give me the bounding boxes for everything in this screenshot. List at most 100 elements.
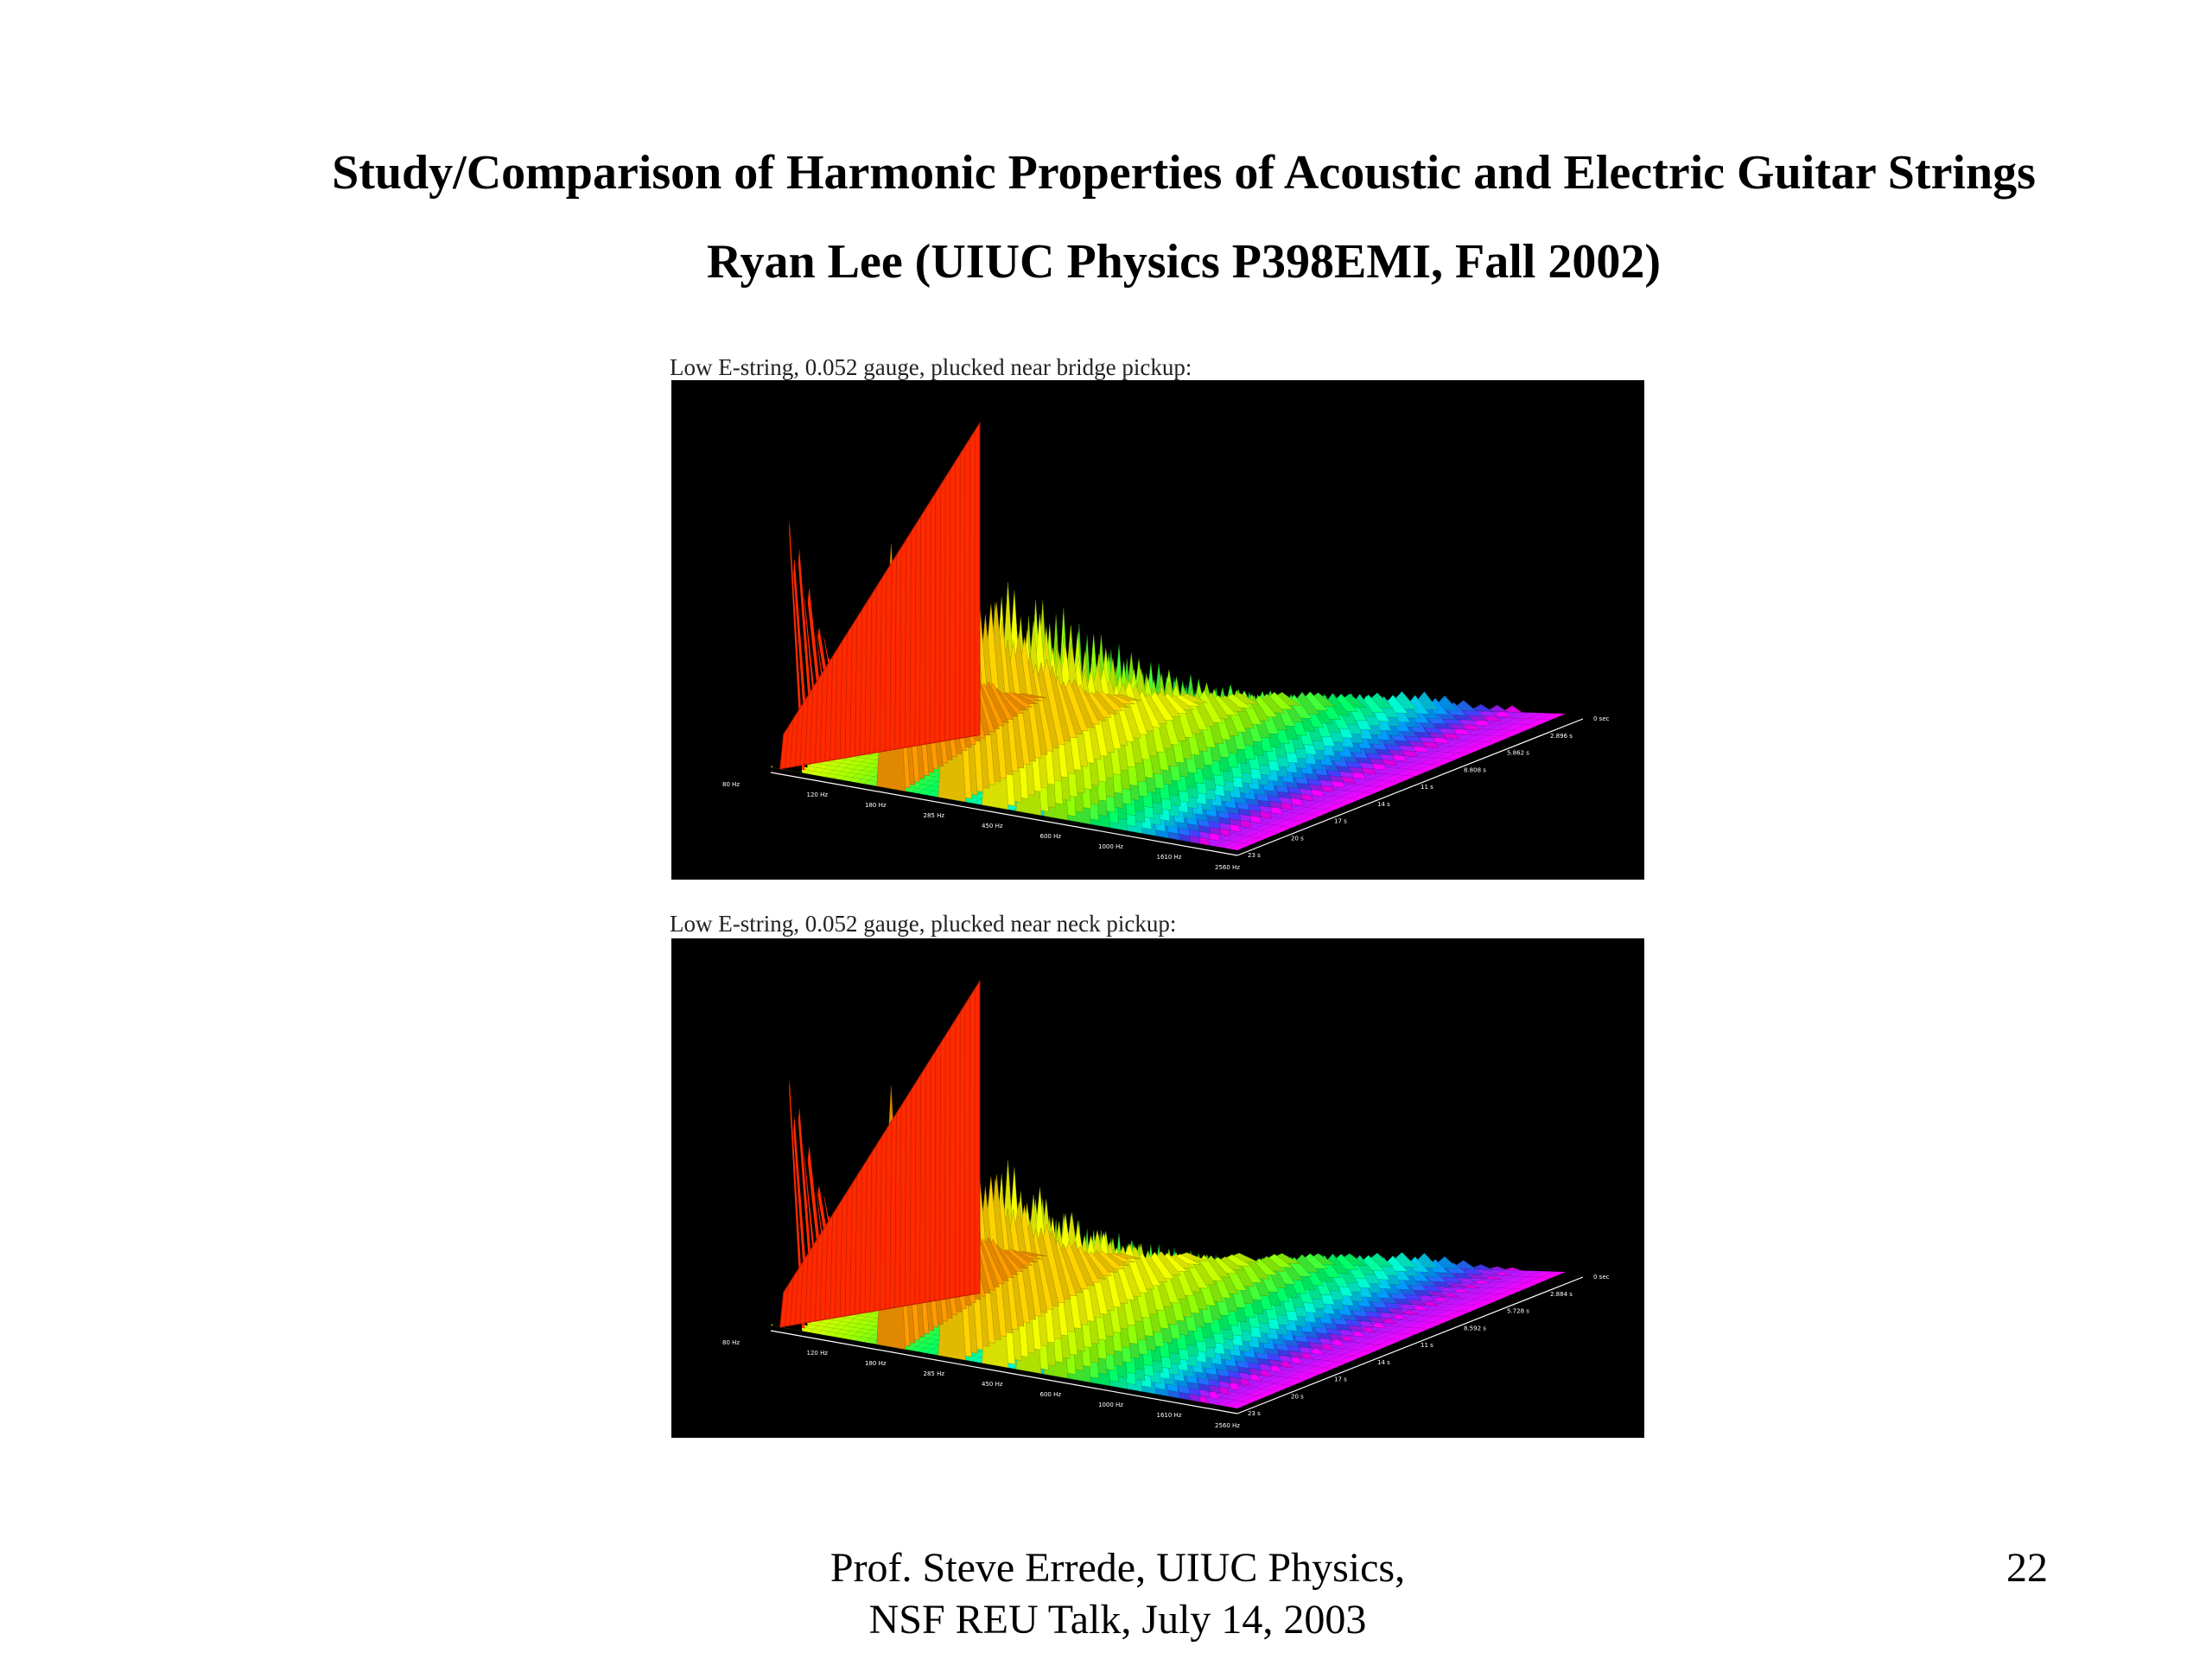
fundamental-wall-line xyxy=(889,1121,893,1309)
frequency-axis-line xyxy=(770,1330,1238,1414)
fundamental-wall-line xyxy=(929,500,931,744)
frequency-tick-label: 80 Hz xyxy=(722,1339,740,1346)
figure-caption-neck: Low E-string, 0.052 gauge, plucked near … xyxy=(670,911,1177,937)
ridge-slice xyxy=(1268,1363,1283,1373)
fundamental-wall-line xyxy=(954,1020,956,1298)
fundamental-wall-line xyxy=(855,617,858,757)
ridge-slice xyxy=(1446,1282,1467,1288)
spectrogram-plot-bridge: 80 Hz 120 Hz 180 Hz 285 Hz 450 Hz 600 Hz 1000 … xyxy=(671,380,1644,880)
fundamental-wall-line xyxy=(909,531,912,747)
ridge-slice xyxy=(1376,1310,1396,1319)
ridge-slice xyxy=(1298,1351,1314,1360)
spectrogram-svg-bridge: 80 Hz 120 Hz 180 Hz 285 Hz 450 Hz 600 Hz 1000 … xyxy=(722,421,1610,871)
time-tick-label: 11 s xyxy=(1421,1342,1433,1349)
ridge-slice xyxy=(1461,720,1481,731)
fundamental-wall-line xyxy=(839,640,843,760)
ridge-slice xyxy=(1366,1313,1386,1324)
time-tick-label: 14 s xyxy=(1377,801,1390,808)
fundamental-wall-line xyxy=(794,710,799,766)
time-tick-label: 23 s xyxy=(1248,1410,1261,1417)
fundamental-wall-line xyxy=(939,485,941,742)
floor-strip xyxy=(1214,1270,1541,1406)
fundamental-wall-line xyxy=(894,1113,897,1308)
fundamental-wall xyxy=(779,979,981,1328)
ridge-slice xyxy=(1415,1294,1437,1301)
footer-credit: Prof. Steve Errede, UIUC Physics, NSF RE… xyxy=(0,1542,2212,1646)
fundamental-wall-line xyxy=(919,1074,922,1304)
time-axis-line xyxy=(1236,1276,1584,1414)
ridge-slice xyxy=(1471,1280,1491,1285)
time-axis-line xyxy=(1236,718,1584,856)
time-tick-label: 17 s xyxy=(1334,1376,1347,1383)
ridge-slice xyxy=(1346,1323,1365,1332)
fundamental-wall-line xyxy=(810,1245,814,1323)
fundamental-wall-line xyxy=(939,1043,941,1300)
ridge-slice xyxy=(1471,716,1491,727)
fundamental-wall-line xyxy=(874,586,877,753)
frequency-tick-label: 180 Hz xyxy=(865,802,887,809)
floor-strip xyxy=(1214,712,1541,848)
frequency-tick-label: 285 Hz xyxy=(924,1370,945,1377)
ridge-slice xyxy=(1452,1288,1471,1294)
ridge-slice xyxy=(1491,709,1513,717)
ridge-slice xyxy=(1308,1346,1325,1356)
ridge-slice xyxy=(1370,1321,1388,1329)
ridge-slice xyxy=(1359,1325,1377,1333)
ridge-slice xyxy=(1247,1371,1262,1382)
ridge-slice xyxy=(1329,1338,1345,1346)
footer-credit-line1: Prof. Steve Errede, UIUC Physics, xyxy=(830,1545,1406,1591)
fundamental-wall-line xyxy=(880,578,882,753)
ridge-slice xyxy=(1197,1392,1211,1404)
fundamental-wall-line xyxy=(794,1268,799,1325)
ridge-slice xyxy=(1381,1298,1402,1309)
fundamental-wall-line xyxy=(954,461,956,740)
fundamental-wall-line xyxy=(839,1198,843,1318)
fundamental-wall-line xyxy=(835,1206,838,1319)
ridge-slice xyxy=(1237,1375,1252,1387)
ridge-slice xyxy=(1336,1326,1355,1337)
time-tick-label: 8.808 s xyxy=(1464,766,1486,773)
ridge-slice xyxy=(1502,705,1523,713)
fundamental-wall-line xyxy=(785,1284,789,1326)
frequency-tick-label: 450 Hz xyxy=(982,1381,1003,1388)
ridge-slice xyxy=(1449,1270,1473,1279)
fundamental-wall-line xyxy=(810,687,814,765)
ridge-slice xyxy=(1421,1300,1440,1306)
spectrogram-svg-neck: 80 Hz 120 Hz 180 Hz 285 Hz 450 Hz 600 Hz 1000 … xyxy=(722,979,1610,1429)
time-tick-label: 5.862 s xyxy=(1507,750,1529,757)
fundamental-wall-line xyxy=(899,1105,902,1307)
footer-credit-line2: NSF REU Talk, July 14, 2003 xyxy=(868,1597,1367,1643)
ridge-slice xyxy=(1401,1309,1418,1315)
time-tick-label: 5.728 s xyxy=(1507,1308,1529,1315)
fundamental-wall-line xyxy=(884,570,887,752)
fundamental-wall-line xyxy=(844,632,848,759)
floor-strip xyxy=(1222,1271,1554,1408)
fundamental-wall-line xyxy=(859,1167,862,1314)
frequency-tick-label: 600 Hz xyxy=(1040,833,1062,840)
fundamental-wall-line xyxy=(799,1261,804,1324)
ridge-slice xyxy=(1379,1317,1398,1325)
ridge-slice xyxy=(1420,1283,1443,1292)
fundamental-wall-line xyxy=(790,718,794,767)
ridge-slice xyxy=(772,493,803,773)
ridge-slice xyxy=(1461,1284,1481,1289)
ridge-slice xyxy=(1288,1355,1304,1364)
time-tick-label: 0 sec xyxy=(1593,715,1610,722)
fundamental-wall-line xyxy=(835,648,838,760)
page-number: 22 xyxy=(2006,1545,2048,1591)
ridge-slice xyxy=(1406,1298,1427,1306)
ridge-slice xyxy=(1278,1358,1294,1369)
frequency-tick-label: 450 Hz xyxy=(982,823,1003,830)
fundamental-wall-line xyxy=(814,1237,818,1322)
time-tick-label: 14 s xyxy=(1377,1359,1390,1366)
fundamental-wall-line xyxy=(944,477,946,741)
ridge-slice xyxy=(1429,1279,1453,1287)
frequency-tick-label: 80 Hz xyxy=(722,781,740,788)
frequency-tick-label: 1000 Hz xyxy=(1098,843,1123,850)
floor-strip xyxy=(1230,713,1566,850)
fundamental-wall-line xyxy=(914,524,917,747)
ridge-slice xyxy=(1502,1267,1522,1271)
time-tick-label: 8.592 s xyxy=(1464,1325,1486,1332)
time-tick-label: 2.884 s xyxy=(1550,1291,1573,1298)
frequency-tick-label: 2560 Hz xyxy=(1215,1422,1240,1429)
